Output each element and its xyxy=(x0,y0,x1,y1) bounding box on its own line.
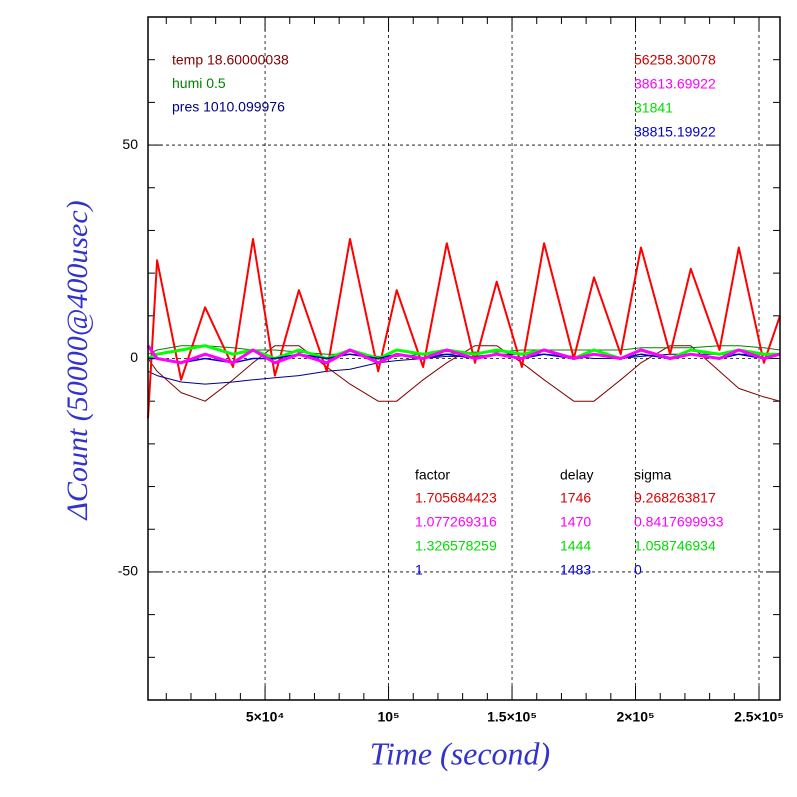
table-header: factor xyxy=(415,467,450,483)
y-tick-label: 50 xyxy=(122,136,138,152)
x-tick-label: 1.5×10⁵ xyxy=(487,709,537,725)
table-header: delay xyxy=(560,467,593,483)
y-tick-label: -50 xyxy=(118,563,138,579)
table-cell: 1483 xyxy=(560,562,591,578)
annotation: humi 0.5 xyxy=(172,75,226,91)
annotation: pres 1010.099976 xyxy=(172,99,285,115)
series-line xyxy=(147,344,780,360)
series-line xyxy=(147,238,781,419)
x-axis-label: Time (second) xyxy=(370,735,550,771)
x-tick-label: 2.5×10⁵ xyxy=(734,709,784,725)
annotation: temp 18.60000038 xyxy=(172,52,289,68)
table-cell: 1470 xyxy=(560,514,591,530)
annotation: 56258.30078 xyxy=(634,52,716,68)
table-cell: 0.8417699933 xyxy=(634,514,724,530)
annotation: 38815.19922 xyxy=(634,124,716,140)
table-header: sigma xyxy=(634,467,672,483)
table-cell: 0 xyxy=(634,562,642,578)
plot-frame xyxy=(147,16,781,701)
x-tick-label: 2×10⁵ xyxy=(616,709,654,725)
y-tick-label: 0 xyxy=(130,349,138,365)
x-tick-label: 10⁵ xyxy=(377,709,399,725)
table-cell: 1.058746934 xyxy=(634,538,716,554)
annotation: 31841 xyxy=(634,100,673,116)
table-cell: 1.077269316 xyxy=(415,514,497,530)
table-cell: 1444 xyxy=(560,538,591,554)
table-cell: 1.326578259 xyxy=(415,538,497,554)
table-cell: 1.705684423 xyxy=(415,490,497,506)
table-cell: 1746 xyxy=(560,490,591,506)
series-line xyxy=(146,344,781,365)
x-tick-label: 5×10⁴ xyxy=(246,709,285,725)
table-cell: 9.268263817 xyxy=(634,490,716,506)
annotation: 38613.69922 xyxy=(634,76,716,92)
y-axis-label: ΔCount (50000@400usec) xyxy=(61,200,94,520)
table-cell: 1 xyxy=(415,562,423,578)
